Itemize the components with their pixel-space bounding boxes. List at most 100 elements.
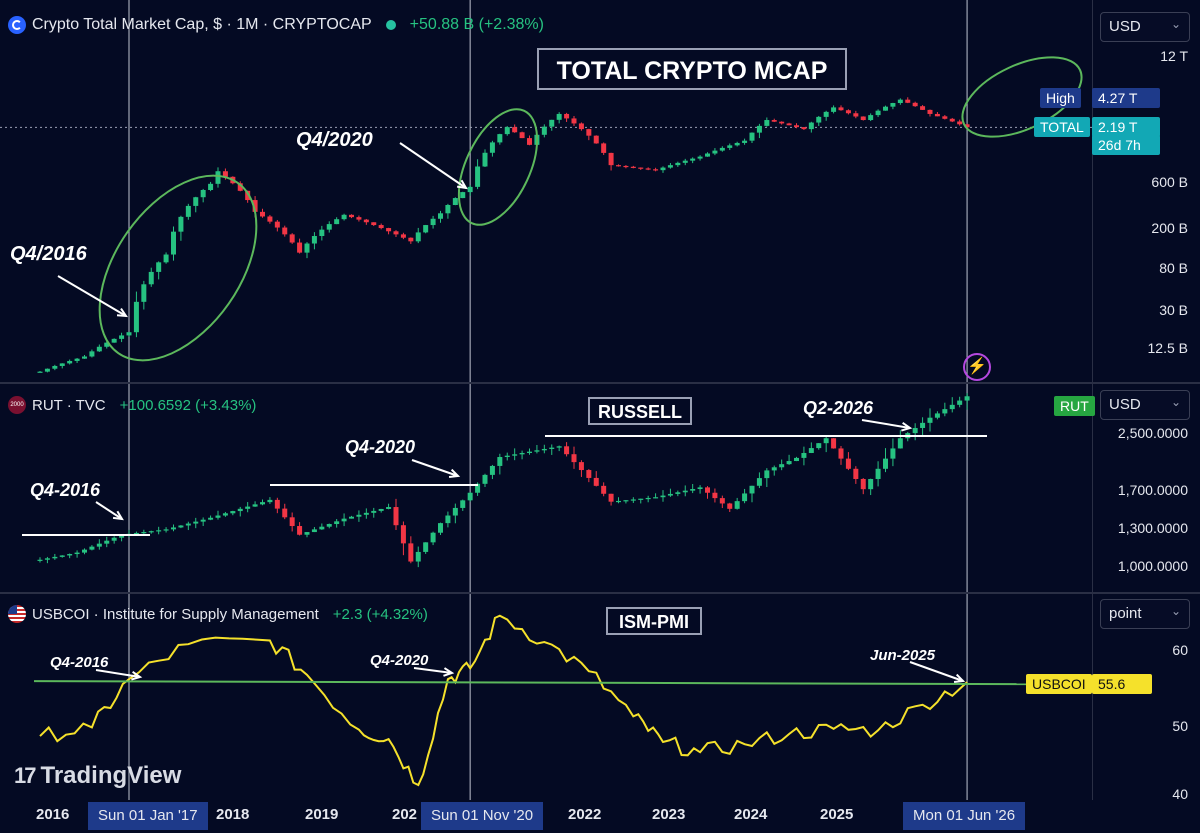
russell-candle [794, 457, 799, 462]
russell-candle [319, 526, 325, 530]
crypto-currency-value: USD [1109, 18, 1141, 35]
crypto-candle [860, 116, 866, 121]
russell-candle [808, 448, 814, 453]
crypto-candle [942, 116, 948, 119]
annotation-q2-2026: Q2-2026 [803, 398, 874, 418]
x-axis-label: 2016 [36, 806, 70, 823]
total-value: 2.19 T [1092, 117, 1160, 137]
russell-candle [934, 413, 940, 418]
crypto-candle [794, 125, 799, 128]
pane-separator[interactable] [0, 592, 1200, 594]
crypto-candle [845, 110, 851, 114]
russell-symbol[interactable]: RUT · TVC [32, 396, 106, 414]
x-axis-label: 202 [392, 806, 418, 823]
russell-candle [608, 493, 614, 502]
russell-candle [349, 516, 354, 519]
chevron-down-icon: ⌄ [1170, 395, 1181, 409]
crypto-candle [660, 167, 666, 171]
russell-candle [37, 559, 43, 561]
russell-candle [883, 458, 888, 469]
annotation-arrow [399, 142, 467, 189]
crypto-candle [163, 254, 169, 263]
cryptocap-logo-icon [8, 16, 26, 34]
ism-level-line [33, 680, 1031, 686]
russell-candle [438, 523, 443, 533]
alert-lightning-icon[interactable]: ⚡ [963, 353, 991, 381]
crypto-candle [349, 214, 354, 218]
crypto-candle [237, 183, 243, 191]
highlight-ellipse [98, 174, 258, 362]
crypto-candle [868, 115, 874, 121]
russell-candle [393, 507, 399, 526]
annotation-q4-2020: Q4/2020 [296, 129, 373, 151]
tradingview-watermark[interactable]: 17 TradingView [14, 762, 181, 790]
crypto-candle [111, 338, 117, 343]
russell-candle [764, 470, 770, 479]
crypto-candle [482, 152, 488, 167]
crypto-candle [549, 119, 555, 127]
crypto-candle [215, 171, 221, 184]
pane-separator[interactable] [0, 382, 1200, 384]
crypto-candle [415, 232, 421, 242]
crypto-candle [653, 169, 659, 171]
russell-candle [601, 485, 607, 494]
crypto-candle [334, 219, 340, 225]
crypto-candle [252, 200, 258, 212]
crypto-candle [438, 213, 443, 219]
crypto-candle [430, 218, 436, 226]
crypto-candle [905, 99, 911, 103]
russell-candle [682, 490, 688, 493]
russell-candle [519, 452, 525, 455]
crypto-candle [504, 127, 510, 135]
russell-tick: 1,000.0000 [1117, 558, 1188, 574]
russell-candle [141, 532, 147, 534]
russell-candle [482, 474, 488, 484]
russell-candle [897, 438, 903, 449]
russell-candle [274, 499, 280, 509]
russell-candle [445, 515, 451, 524]
chevron-down-icon: ⌄ [1170, 17, 1181, 31]
crypto-candle [838, 107, 844, 111]
russell-candle [571, 454, 577, 463]
russell-candle [541, 448, 547, 451]
annotation-arrow [57, 275, 127, 317]
crypto-candle [311, 236, 317, 244]
usbcoi-value: 55.6 [1092, 674, 1152, 694]
ism-symbol[interactable]: USBCOI · Institute for Supply Management [32, 605, 319, 623]
crypto-candle [378, 225, 384, 229]
total-label: TOTAL [1034, 117, 1090, 137]
crypto-candle [119, 335, 125, 339]
annotation-arrowhead [131, 671, 143, 681]
crypto-candle [831, 107, 837, 112]
crypto-candle [875, 110, 881, 116]
crypto-candle [297, 242, 303, 253]
ism-unit-select[interactable]: point ⌄ [1100, 599, 1190, 629]
crypto-candle [193, 197, 199, 206]
annotation-arrow [411, 459, 459, 477]
crypto-candle [593, 135, 599, 144]
crypto-candle [949, 118, 955, 122]
russell-candle [875, 468, 881, 479]
russell-candle [527, 451, 532, 453]
crypto-candle [616, 165, 621, 167]
russell-currency-select[interactable]: USD ⌄ [1100, 390, 1190, 420]
russell-candle [371, 510, 377, 513]
crypto-candle [89, 351, 95, 357]
crypto-symbol[interactable]: Crypto Total Market Cap, $ · 1M · CRYPTO… [32, 16, 372, 33]
crypto-candle [475, 166, 481, 187]
crypto-candle [912, 102, 918, 107]
crypto-candle [897, 99, 903, 104]
crypto-currency-select[interactable]: USD ⌄ [1100, 12, 1190, 42]
crypto-candle [282, 227, 288, 235]
annotation-arrowhead [443, 667, 455, 677]
russell-candle [957, 400, 963, 405]
x-axis-label: 2018 [216, 806, 250, 823]
crypto-candle [645, 168, 651, 170]
x-axis-label: 2022 [568, 806, 602, 823]
ism-change: +2.3 (+4.32%) [332, 605, 428, 623]
annotation-q4-2016: Q4-2016 [30, 480, 101, 500]
russell-candle [222, 513, 228, 516]
russell-candle [512, 454, 518, 456]
annotation-arrowhead [116, 307, 128, 318]
